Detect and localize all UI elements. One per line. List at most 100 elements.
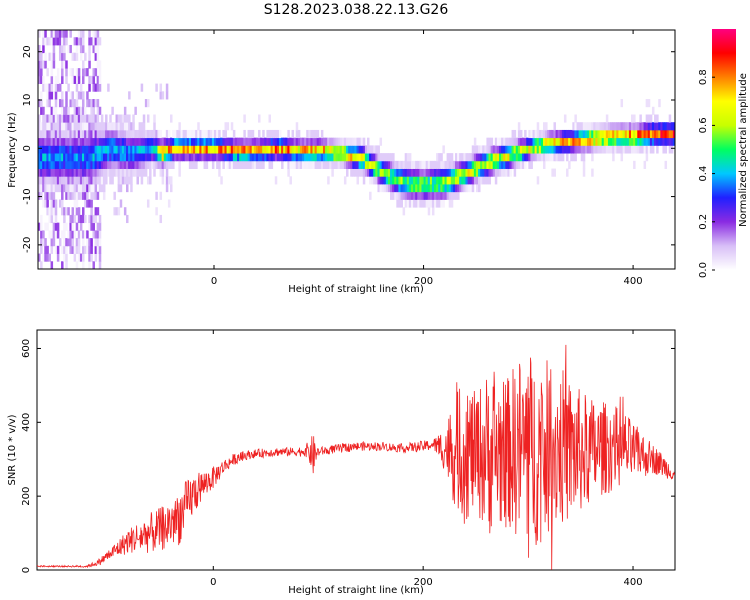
spectrogram-cell: [310, 137, 313, 146]
spectrogram-cell: [79, 83, 83, 92]
spectrogram-cell: [417, 168, 420, 177]
spectrogram-cell: [274, 137, 278, 146]
spectrogram-cell: [656, 145, 659, 154]
spectrogram-cell: [58, 238, 62, 247]
spectrogram-cell: [130, 184, 133, 193]
spectrogram-cell: [306, 137, 309, 146]
spectrogram-cell: [662, 129, 665, 139]
spectrogram-cell: [496, 160, 500, 169]
spectrogram-cell: [94, 122, 98, 131]
spectrogram-cell: [517, 145, 521, 154]
spectrogram-cell: [130, 176, 133, 185]
spectrogram-cell: [111, 137, 114, 146]
spectrogram-cell: [656, 137, 659, 146]
spectrogram-cell: [360, 145, 364, 154]
spectrogram-cell: [461, 184, 464, 193]
spectrogram-cell: [102, 145, 106, 154]
spectrogram-cell: [471, 176, 475, 185]
spectrogram-x-ticks: 0 200 400: [211, 30, 643, 287]
spectrogram-cell: [264, 145, 267, 154]
spectrogram-cell: [132, 153, 135, 162]
spectrogram-cell: [96, 207, 100, 216]
spectrogram-cell: [471, 184, 475, 193]
spectrogram-cell: [492, 168, 496, 177]
spectrogram-cell: [155, 137, 158, 146]
spectrogram-cell: [496, 153, 500, 162]
spectrogram-cell: [90, 199, 93, 208]
spectrogram-cell: [113, 191, 116, 200]
spectrogram-cell: [224, 153, 227, 162]
spectrogram-cell: [649, 129, 653, 139]
spectrogram-cell: [44, 137, 47, 146]
spectrogram-cell: [54, 137, 58, 146]
spectrogram-cell: [662, 122, 665, 131]
spectrogram-cell: [366, 160, 370, 169]
spectrogram-cell: [580, 122, 584, 131]
spectrogram-cell: [410, 199, 414, 208]
colorbar-tick-label: 0.8: [698, 69, 709, 85]
spectrogram-cell: [119, 137, 123, 146]
spectrogram-cell: [86, 191, 89, 200]
spectrogram-cell: [61, 44, 64, 54]
spectrogram-cell: [373, 145, 376, 154]
spectrogram-cell: [98, 137, 102, 146]
spectrogram-cell: [358, 168, 362, 177]
spectrogram-cell: [421, 184, 424, 193]
spectrogram-cell: [42, 37, 45, 46]
spectrogram-cell: [44, 199, 47, 208]
spectrogram-cell: [54, 214, 58, 224]
spectrogram-cell: [40, 238, 43, 247]
spectrogram-cell: [111, 129, 114, 139]
spectrogram-cell: [46, 245, 49, 254]
spectrogram-cell: [140, 145, 144, 154]
spectrogram-cell: [436, 184, 439, 193]
spectrogram-cell: [620, 129, 624, 139]
spectrogram-cell: [71, 99, 75, 108]
spectrogram-cell: [423, 199, 427, 208]
spectrogram-cell: [42, 153, 45, 162]
spectrogram-cell: [117, 168, 121, 177]
spectrogram-cell: [102, 137, 106, 146]
spectrogram-cell: [50, 184, 54, 193]
spectrogram-cell: [473, 145, 477, 154]
spectrogram-cell: [197, 122, 200, 131]
spectrogram-cell: [102, 176, 106, 185]
spectrogram-cell: [622, 137, 626, 146]
spectrogram-cell: [44, 222, 47, 231]
spectrogram-cell: [274, 153, 278, 162]
spectrogram-cell: [71, 191, 75, 200]
spectrogram-cell: [121, 168, 125, 177]
spectrogram-cell: [46, 184, 49, 193]
spectrogram-cell: [283, 137, 286, 146]
spectrogram-cell: [54, 114, 58, 123]
spectrogram-cell: [390, 184, 393, 193]
spectrogram-cell: [251, 145, 255, 154]
spectrogram-cell: [96, 83, 100, 92]
spectrogram-cell: [239, 160, 242, 169]
spectrogram-cell: [473, 160, 477, 169]
spectrogram-cell: [38, 29, 41, 38]
spectrogram-cell: [75, 176, 79, 185]
spectrogram-cell: [165, 129, 169, 139]
spectrogram-cell: [413, 168, 416, 177]
spectrogram-cell: [157, 145, 160, 154]
spectrogram-cell: [159, 137, 163, 146]
spectrogram-cell: [555, 153, 559, 162]
spectrogram-cell: [79, 137, 83, 146]
spectrogram-cell: [96, 106, 100, 115]
spectrogram-cell: [121, 176, 125, 185]
spectrogram-cell: [50, 191, 54, 200]
spectrogram-cell: [92, 37, 95, 46]
spectrogram-cell: [302, 137, 305, 146]
spectrogram-cell: [538, 153, 542, 162]
spectrogram-cell: [90, 207, 93, 216]
spectrogram-cell: [570, 145, 573, 154]
spectrogram-cell: [38, 122, 41, 131]
spectrogram-cell: [67, 184, 70, 193]
spectrogram-cell: [392, 153, 395, 162]
spectrogram-cell: [69, 114, 72, 123]
spectrogram-cell: [75, 137, 79, 146]
spectrogram-cell: [333, 153, 336, 162]
spectrogram-cell: [385, 168, 389, 177]
spectrogram-cell: [170, 160, 173, 169]
